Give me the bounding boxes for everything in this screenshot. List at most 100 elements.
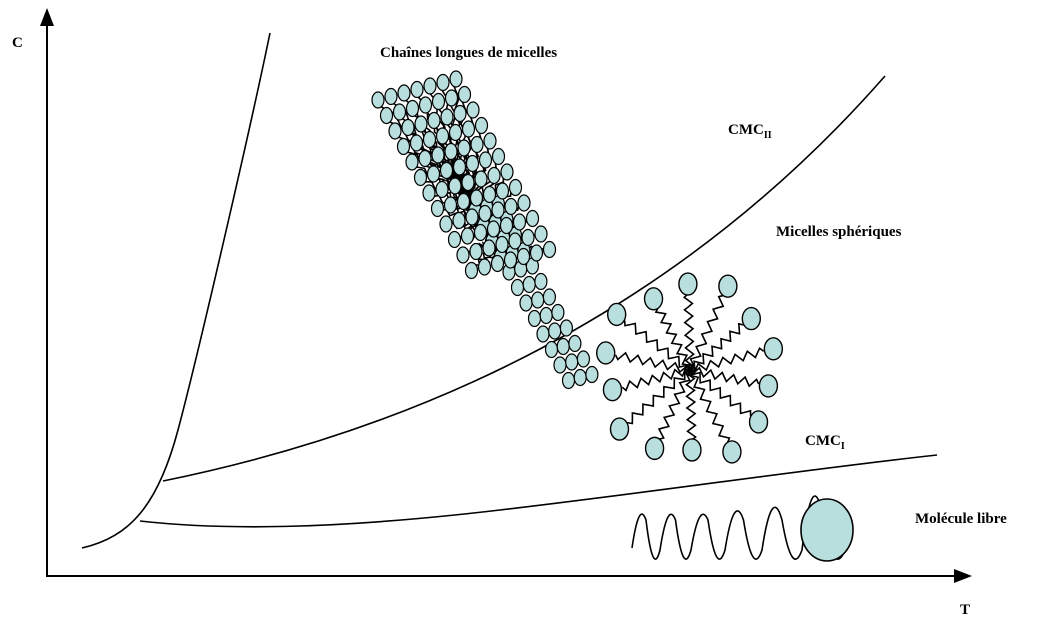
head xyxy=(473,223,488,242)
y-label: C xyxy=(12,35,23,51)
head xyxy=(448,123,463,142)
head xyxy=(465,154,480,173)
head xyxy=(470,135,484,154)
head xyxy=(439,161,454,180)
tail xyxy=(689,369,752,416)
curve-label: CMCII xyxy=(728,122,772,141)
head xyxy=(460,227,475,245)
head xyxy=(392,103,407,121)
head xyxy=(503,251,518,269)
curve-cmc2 xyxy=(162,75,886,482)
head xyxy=(568,334,582,353)
tail xyxy=(689,322,744,373)
head xyxy=(548,322,562,340)
head xyxy=(544,340,559,359)
head xyxy=(379,106,394,125)
head xyxy=(585,365,599,384)
head xyxy=(436,73,450,92)
head xyxy=(401,118,415,137)
head xyxy=(487,166,501,185)
head xyxy=(602,377,623,402)
head xyxy=(435,127,450,145)
head xyxy=(490,254,505,273)
head xyxy=(539,306,553,325)
head xyxy=(565,353,579,371)
head xyxy=(536,325,550,343)
head xyxy=(474,170,488,188)
head xyxy=(576,350,591,368)
region-label: Chaînes longues de micelles xyxy=(380,45,557,61)
head xyxy=(508,232,522,250)
head xyxy=(444,89,459,107)
head xyxy=(486,220,501,238)
curve-steep xyxy=(81,32,271,549)
head xyxy=(388,122,402,140)
head xyxy=(519,294,533,312)
head xyxy=(609,417,630,441)
head xyxy=(414,115,428,133)
head xyxy=(504,197,518,216)
head xyxy=(418,149,432,168)
tail xyxy=(621,365,691,392)
curve-label-sub: I xyxy=(841,441,845,452)
head xyxy=(758,374,779,398)
head xyxy=(495,182,510,200)
head xyxy=(573,368,587,387)
tail xyxy=(689,294,725,371)
tail xyxy=(627,368,691,425)
head xyxy=(678,272,698,296)
head xyxy=(405,153,419,171)
head xyxy=(741,306,762,331)
free-molecule xyxy=(631,495,854,562)
head xyxy=(478,204,492,223)
head xyxy=(722,440,742,464)
head xyxy=(447,230,462,249)
head xyxy=(508,178,523,197)
head xyxy=(561,371,576,390)
head xyxy=(423,77,437,95)
curve-label: CMCI xyxy=(805,433,845,452)
head xyxy=(452,211,466,230)
head xyxy=(500,163,514,181)
head xyxy=(527,309,542,328)
x-label: T xyxy=(960,602,970,618)
free-head xyxy=(800,498,854,562)
head xyxy=(465,208,479,226)
head xyxy=(457,139,471,157)
head xyxy=(384,87,398,106)
tail xyxy=(623,320,691,371)
head xyxy=(596,341,616,365)
head xyxy=(456,192,471,211)
head xyxy=(409,134,424,152)
tail xyxy=(684,369,697,441)
head xyxy=(449,70,463,88)
head xyxy=(469,189,484,207)
curve-cmc1 xyxy=(139,454,938,528)
curve-label-main: CMC xyxy=(805,433,841,449)
head xyxy=(763,337,784,361)
tail xyxy=(682,293,696,371)
head xyxy=(553,356,567,374)
head xyxy=(551,303,565,322)
head xyxy=(461,173,475,192)
head xyxy=(534,272,548,291)
region-label: Molécule libre xyxy=(915,511,1007,527)
head xyxy=(477,258,492,276)
head xyxy=(464,261,479,280)
head xyxy=(422,130,437,149)
tail xyxy=(686,369,731,444)
head xyxy=(444,142,458,161)
curve-label-sub: II xyxy=(764,130,772,141)
head xyxy=(405,99,420,118)
head xyxy=(453,104,467,123)
head xyxy=(517,194,531,212)
curve-label-main: CMC xyxy=(728,122,764,138)
head xyxy=(443,196,458,214)
y-arrow xyxy=(40,8,54,26)
head xyxy=(495,235,509,254)
head xyxy=(491,147,506,166)
head xyxy=(418,96,433,114)
x-arrow xyxy=(954,569,972,583)
head xyxy=(483,132,497,150)
tail xyxy=(654,307,694,371)
